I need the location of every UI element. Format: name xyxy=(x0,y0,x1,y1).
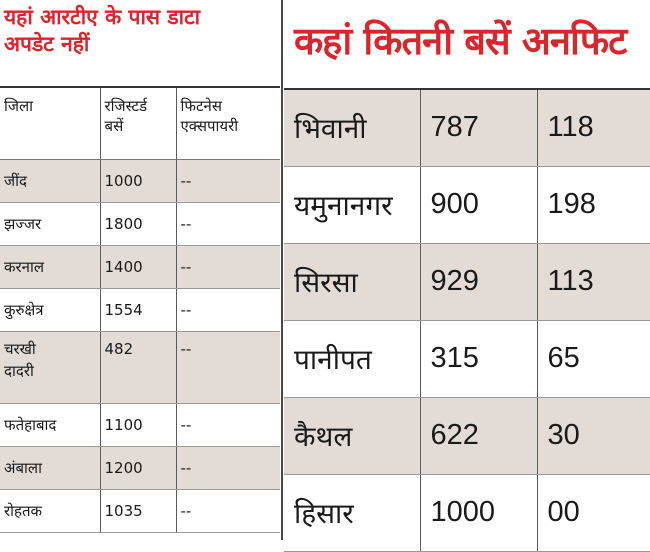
left-title-line-1: यहां आरटीए के पास डाटा xyxy=(4,5,201,29)
table-row: कुरुक्षेत्र 1554 -- xyxy=(0,288,280,332)
district-line-2: दादरी xyxy=(4,361,34,380)
district-cell: सिरसा xyxy=(284,243,421,321)
district-cell: चरखी दादरी xyxy=(0,331,101,404)
table-row: भिवानी 787 118 xyxy=(284,89,650,167)
district-cell: यमुनानगर xyxy=(284,166,421,244)
unfit-cell: 00 xyxy=(537,474,650,552)
expiry-cell: -- xyxy=(176,403,280,447)
left-title-line-2: अपडेट नहीं xyxy=(4,32,90,56)
total-cell: 315 xyxy=(420,320,538,398)
expiry-cell: -- xyxy=(176,489,280,533)
district-cell: कुरुक्षेत्र xyxy=(0,288,101,332)
expiry-cell: -- xyxy=(176,159,280,203)
table-row: यमुनानगर 900 198 xyxy=(284,166,650,244)
registered-cell: 1800 xyxy=(100,202,177,246)
header-expiry-line-2: एक्सपायरी xyxy=(180,117,239,135)
header-registered: रजिस्टर्ड बसें xyxy=(100,86,177,160)
table-row: फतेहाबाद 1100 -- xyxy=(0,403,280,447)
registered-cell: 482 xyxy=(100,331,177,404)
unfit-buses-panel: कहां कितनी बसें अनफिट भिवानी 787 118 यमु… xyxy=(284,0,650,552)
table-row: कैथल 622 30 xyxy=(284,397,650,475)
header-fitness-expiry: फिटनेस एक्सपायरी xyxy=(176,86,280,160)
table-row: पानीपत 315 65 xyxy=(284,320,650,398)
registered-cell: 1000 xyxy=(100,159,177,203)
district-cell: कैथल xyxy=(284,397,421,475)
total-cell: 900 xyxy=(420,166,538,244)
total-cell: 787 xyxy=(420,89,538,167)
district-cell: भिवानी xyxy=(284,89,421,167)
district-cell: करनाल xyxy=(0,245,101,289)
registered-cell: 1400 xyxy=(100,245,177,289)
table-row: चरखी दादरी 482 -- xyxy=(0,331,280,404)
total-cell: 929 xyxy=(420,243,538,321)
table-row: करनाल 1400 -- xyxy=(0,245,280,289)
district-cell: झज्जर xyxy=(0,202,101,246)
rta-table-header: जिला रजिस्टर्ड बसें फिटनेस एक्सपायरी xyxy=(0,86,280,160)
header-district: जिला xyxy=(0,86,101,160)
district-cell: अंबाला xyxy=(0,446,101,490)
table-row: रोहतक 1035 -- xyxy=(0,489,280,533)
expiry-cell: -- xyxy=(176,202,280,246)
total-cell: 1000 xyxy=(420,474,538,552)
table-row: हिसार 1000 00 xyxy=(284,474,650,552)
unfit-cell: 198 xyxy=(537,166,650,244)
registered-cell: 1100 xyxy=(100,403,177,447)
unfit-cell: 113 xyxy=(537,243,650,321)
expiry-cell: -- xyxy=(176,288,280,332)
district-cell: जींद xyxy=(0,159,101,203)
panel-divider xyxy=(281,0,283,540)
unfit-cell: 30 xyxy=(537,397,650,475)
district-cell: रोहतक xyxy=(0,489,101,533)
left-panel-title: यहां आरटीए के पास डाटा अपडेट नहीं xyxy=(4,4,278,58)
registered-cell: 1200 xyxy=(100,446,177,490)
unfit-cell: 65 xyxy=(537,320,650,398)
table-row: अंबाला 1200 -- xyxy=(0,446,280,490)
district-cell: हिसार xyxy=(284,474,421,552)
rta-table: जिला रजिस्टर्ड बसें फिटनेस एक्सपायरी जीं… xyxy=(0,86,280,533)
unfit-buses-table: भिवानी 787 118 यमुनानगर 900 198 सिरसा 92… xyxy=(284,88,650,552)
header-registered-line-1: रजिस्टर्ड xyxy=(104,97,148,115)
right-panel-title: कहां कितनी बसें अनफिट xyxy=(294,19,627,63)
header-expiry-line-1: फिटनेस xyxy=(180,97,222,115)
header-registered-line-2: बसें xyxy=(104,117,124,135)
registered-cell: 1554 xyxy=(100,288,177,332)
table-row: झज्जर 1800 -- xyxy=(0,202,280,246)
unfit-cell: 118 xyxy=(537,89,650,167)
expiry-cell: -- xyxy=(176,245,280,289)
registered-cell: 1035 xyxy=(100,489,177,533)
expiry-cell: -- xyxy=(176,331,280,404)
total-cell: 622 xyxy=(420,397,538,475)
rta-not-updated-panel: यहां आरटीए के पास डाटा अपडेट नहीं जिला र… xyxy=(0,0,280,540)
district-cell: फतेहाबाद xyxy=(0,403,101,447)
table-row: सिरसा 929 113 xyxy=(284,243,650,321)
table-row: जींद 1000 -- xyxy=(0,159,280,203)
expiry-cell: -- xyxy=(176,446,280,490)
district-line-1: चरखी xyxy=(4,339,36,358)
district-cell: पानीपत xyxy=(284,320,421,398)
